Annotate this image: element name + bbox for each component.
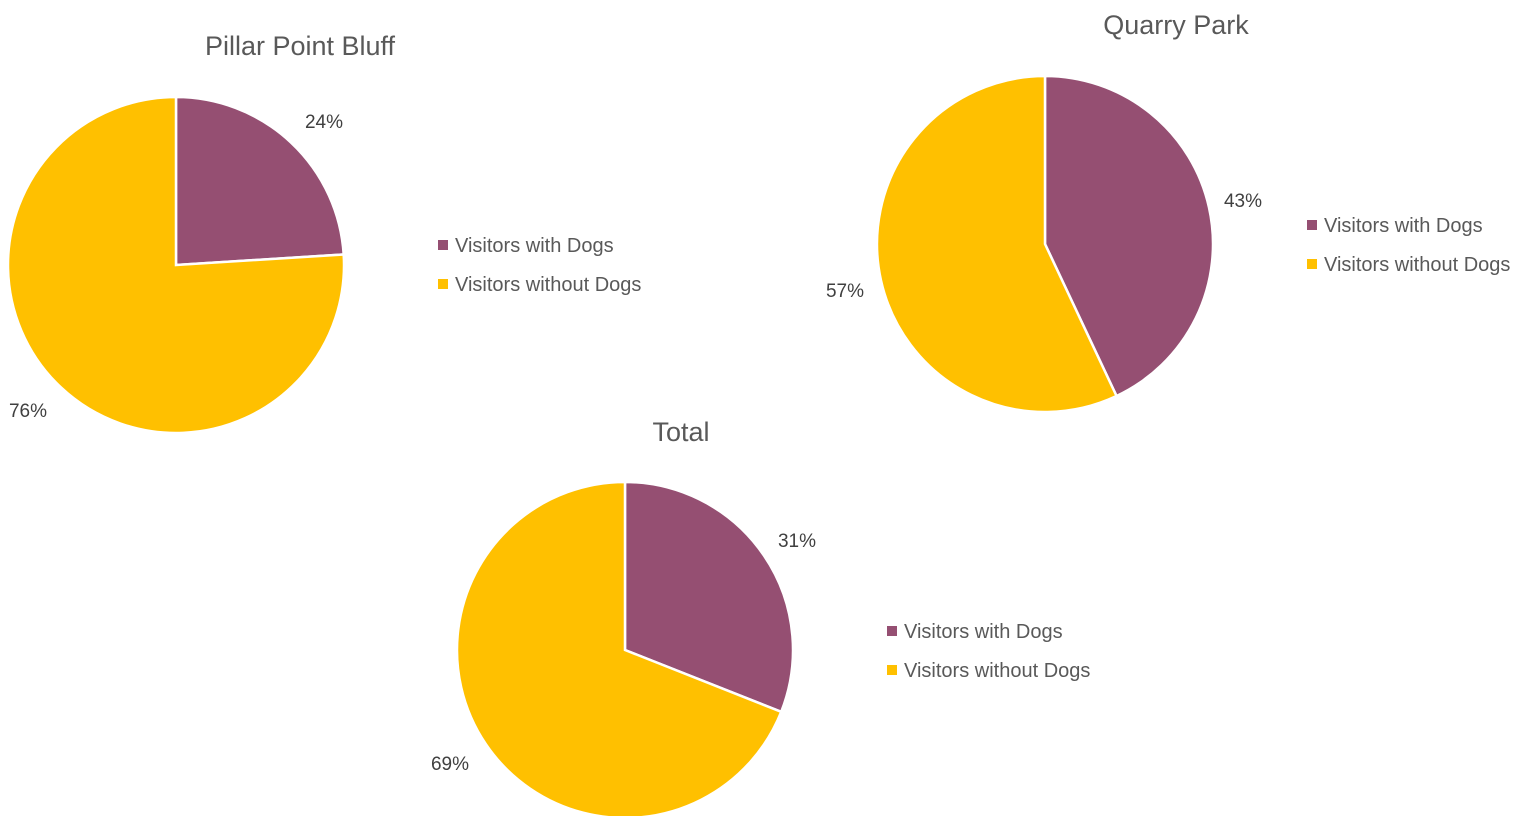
legend: Visitors with Dogs Visitors without Dogs [438, 235, 641, 296]
legend-swatch-visitors-without-dogs [1307, 259, 1317, 269]
legend-label: Visitors without Dogs [904, 660, 1090, 682]
data-label: 57% [826, 281, 864, 302]
legend-swatch-visitors-with-dogs [887, 626, 897, 636]
data-label: 43% [1224, 191, 1262, 212]
data-label: 31% [778, 531, 816, 552]
legend: Visitors with Dogs Visitors without Dogs [1307, 215, 1510, 276]
legend-swatch-visitors-with-dogs [438, 240, 448, 250]
pie-slice-visitors-with-dogs [174, 95, 345, 267]
data-label: 69% [431, 754, 469, 775]
legend-label: Visitors with Dogs [904, 621, 1063, 643]
pie-slice-visitors-with-dogs [623, 480, 795, 714]
legend-label: Visitors without Dogs [1324, 254, 1510, 276]
chart-title: Total [652, 417, 709, 447]
legend-label: Visitors with Dogs [1324, 215, 1483, 237]
legend-swatch-visitors-with-dogs [1307, 220, 1317, 230]
legend: Visitors with Dogs Visitors without Dogs [887, 621, 1090, 682]
pie-slice-visitors-with-dogs [1043, 74, 1215, 398]
chart-title: Pillar Point Bluff [205, 31, 396, 61]
legend-swatch-visitors-without-dogs [887, 665, 897, 675]
data-label: 24% [305, 112, 343, 133]
chart-title: Quarry Park [1103, 10, 1249, 40]
pie-slice-visitors-without-dogs [875, 74, 1119, 414]
pie-slice-visitors-without-dogs [6, 95, 346, 435]
data-label: 76% [9, 401, 47, 422]
pie-slice-visitors-without-dogs [455, 480, 783, 816]
pie-chart-pillar-point-bluff: Pillar Point Bluff 24% 76% Visitors with Do… [6, 31, 641, 435]
legend-label: Visitors with Dogs [455, 235, 614, 257]
legend-swatch-visitors-without-dogs [438, 279, 448, 289]
legend-label: Visitors without Dogs [455, 274, 641, 296]
